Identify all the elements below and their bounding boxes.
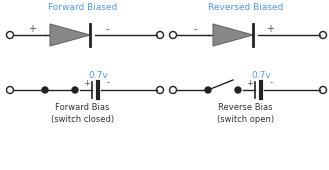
Text: Reverse Bias
(switch open): Reverse Bias (switch open) <box>217 103 274 124</box>
Text: 0.7v: 0.7v <box>251 72 271 81</box>
Text: -: - <box>105 24 109 34</box>
Circle shape <box>205 87 211 93</box>
Text: 0.7v: 0.7v <box>88 72 108 81</box>
Circle shape <box>72 87 78 93</box>
Text: Forward Biased: Forward Biased <box>48 3 117 12</box>
Text: Reversed Biased: Reversed Biased <box>208 3 283 12</box>
Polygon shape <box>213 24 253 46</box>
Circle shape <box>42 87 48 93</box>
Text: +: + <box>84 79 90 88</box>
Text: -: - <box>107 79 110 88</box>
Text: +: + <box>266 24 274 34</box>
Text: -: - <box>193 24 197 34</box>
Text: +: + <box>246 79 253 88</box>
Circle shape <box>235 87 241 93</box>
Text: +: + <box>28 24 36 34</box>
Text: -: - <box>269 79 272 88</box>
Polygon shape <box>50 24 90 46</box>
Text: Forward Bias
(switch closed): Forward Bias (switch closed) <box>51 103 114 124</box>
